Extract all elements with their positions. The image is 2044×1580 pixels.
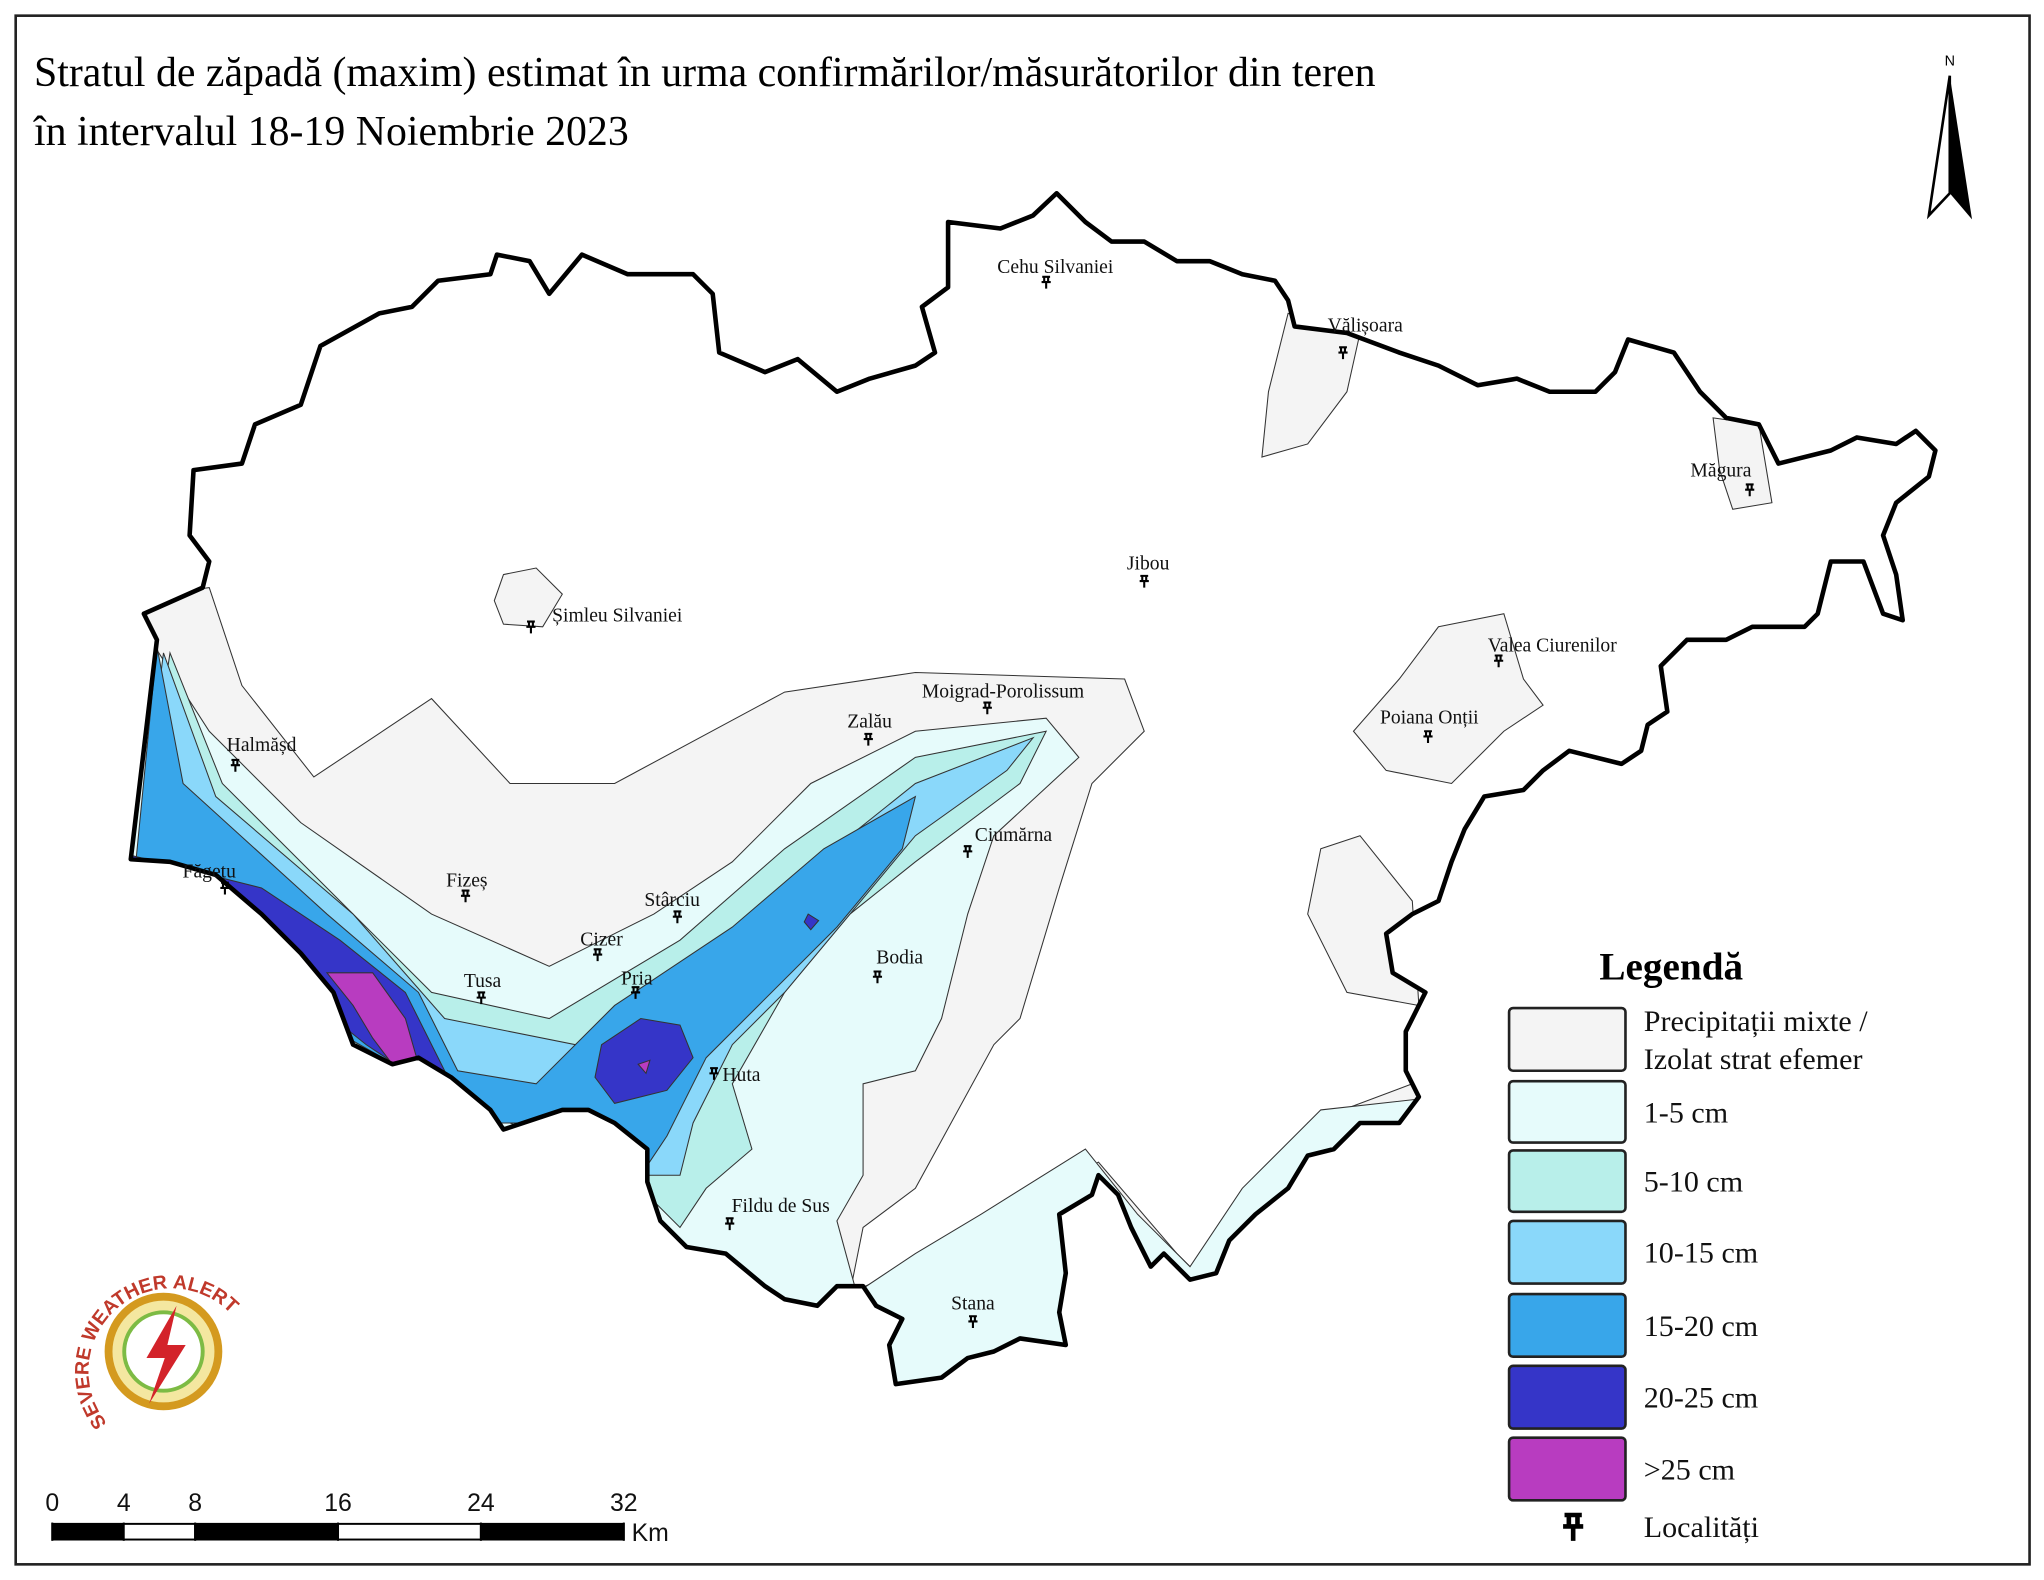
pin	[725, 1217, 735, 1231]
legend-label: Localități	[1644, 1510, 1759, 1544]
pin	[1423, 730, 1433, 744]
place-label: Făgetu	[183, 862, 237, 883]
pin	[1139, 574, 1149, 588]
place-label: Ciumărna	[975, 825, 1053, 846]
legend-label: 20-25 cm	[1644, 1381, 1758, 1415]
legend-label: Precipitații mixte /	[1644, 1004, 1868, 1038]
place-label: Moigrad-Porolissum	[922, 681, 1084, 702]
legend-title: Legendă	[1599, 945, 1743, 988]
legend-label: 15-20 cm	[1644, 1309, 1758, 1343]
place-label: Poiana Onții	[1380, 707, 1479, 728]
place-label: Cehu Silvaniei	[997, 257, 1114, 278]
place-label: Halmășd	[227, 735, 297, 756]
place-label: Fildu de Sus	[732, 1196, 830, 1217]
scale-tick-label: 4	[117, 1490, 131, 1517]
pin	[968, 1315, 978, 1328]
legend-swatch	[1507, 1079, 1627, 1144]
place-label: Pria	[621, 969, 653, 990]
pin	[1745, 483, 1755, 497]
pin	[963, 845, 973, 858]
legend-swatch	[1507, 1149, 1627, 1214]
place-label: Jibou	[1127, 553, 1170, 574]
place-label: Cizer	[580, 929, 623, 950]
pin	[672, 910, 682, 924]
legend-label: 10-15 cm	[1644, 1236, 1758, 1270]
pin	[1563, 1512, 1584, 1541]
legend-swatch	[1507, 1436, 1627, 1502]
legend: Legendă Precipitații mixte / Izolat strat…	[1507, 945, 1868, 1544]
zone	[594, 1017, 694, 1104]
zone	[637, 1059, 651, 1075]
pin	[476, 991, 486, 1005]
title-line: în intervalul 18-19 Noiembrie 2023	[33, 109, 629, 155]
pin	[220, 881, 230, 895]
pin	[872, 970, 883, 984]
place-label: Fizeș	[446, 871, 487, 892]
pin	[526, 620, 536, 634]
pin	[1338, 346, 1348, 360]
legend-swatch	[1507, 1219, 1627, 1285]
pin	[460, 889, 471, 903]
title-line: Stratul de zăpadă (maxim) estimat în urm…	[34, 50, 1376, 96]
place-label: Zalău	[847, 711, 892, 732]
scale-tick-label: 32	[610, 1490, 638, 1517]
zone	[803, 913, 820, 931]
pin	[593, 948, 603, 962]
legend-label: Izolat strat efemer	[1644, 1042, 1863, 1076]
scale-segment	[337, 1522, 482, 1541]
pin	[982, 701, 992, 715]
scale-tick-label: 16	[324, 1490, 352, 1517]
scale-tick-label: 24	[467, 1490, 495, 1517]
legend-label: 5-10 cm	[1644, 1165, 1743, 1199]
north-label: N	[1945, 53, 1955, 69]
legend-swatch	[1507, 1292, 1627, 1359]
place-label: Măgura	[1690, 461, 1751, 482]
scale-segment	[122, 1522, 197, 1541]
pin	[1041, 275, 1051, 289]
pin	[230, 758, 240, 772]
places: Cehu Silvaniei Vălișoara Măgura Jibou Șimleu…	[183, 257, 1755, 1328]
legend-swatch	[1507, 1006, 1627, 1073]
place-label: Stana	[951, 1294, 995, 1315]
place-label: Stârciu	[644, 890, 700, 911]
legend-swatch	[1507, 1364, 1627, 1430]
place-label: Vălișoara	[1328, 316, 1403, 337]
scale-segment	[194, 1522, 340, 1541]
pin	[1494, 654, 1504, 668]
zone	[493, 567, 563, 628]
place-label: Bodia	[876, 948, 923, 969]
scale-bar: 0 4 8 16 24 32 Km	[45, 1490, 668, 1547]
legend-label: >25 cm	[1644, 1452, 1735, 1486]
place-label: Șimleu Silvaniei	[552, 606, 683, 627]
scale-segment	[51, 1522, 125, 1541]
pin	[709, 1067, 719, 1080]
logo-bolt	[146, 1305, 186, 1404]
place-label: Tusa	[464, 971, 502, 992]
place-label: Huta	[722, 1065, 760, 1086]
scale-unit: Km	[632, 1520, 669, 1547]
scale-segment	[479, 1522, 625, 1541]
legend-label: 1-5 cm	[1644, 1095, 1728, 1129]
pin	[863, 732, 873, 746]
pin	[630, 986, 641, 999]
scale-tick-label: 0	[45, 1490, 59, 1517]
scale-tick-label: 8	[188, 1490, 202, 1517]
place-label: Valea Ciurenilor	[1488, 636, 1618, 657]
